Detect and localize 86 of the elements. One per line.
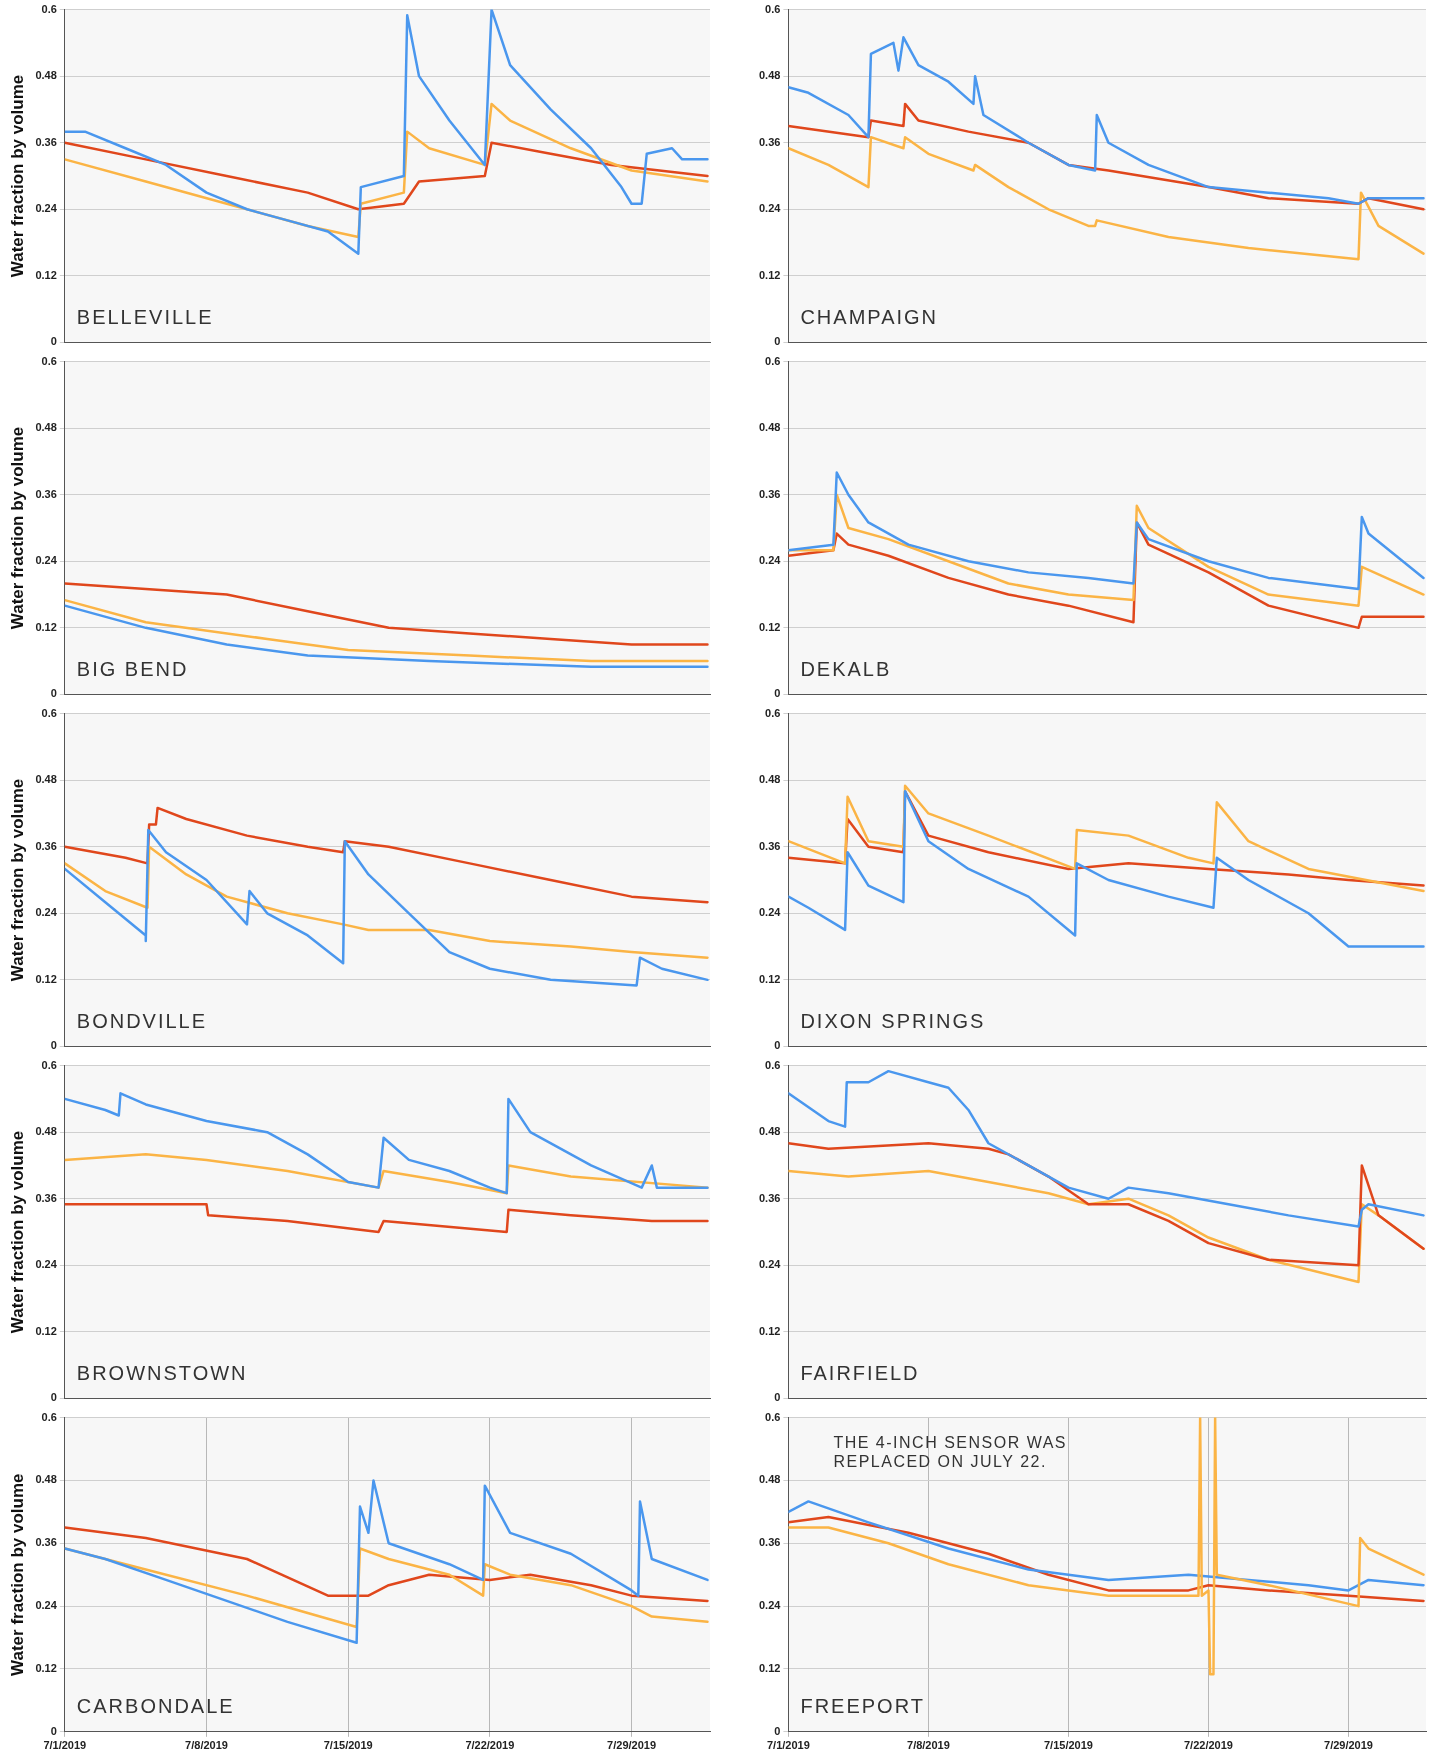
y-tick-label: 0.24 — [35, 202, 58, 215]
y-tick-label: 0.24 — [758, 554, 782, 567]
y-axis-title: Water fraction by volume — [7, 1130, 27, 1334]
y-tick-label: 0.12 — [35, 1661, 57, 1674]
y-tick-label: 0.36 — [35, 135, 57, 148]
y-tick-label: 0.24 — [35, 1599, 58, 1612]
y-tick-label: 0.24 — [35, 1258, 58, 1271]
y-tick-label: 0.24 — [35, 554, 58, 567]
y-tick-label: 0.36 — [758, 135, 781, 148]
y-tick-label: 0.48 — [35, 773, 57, 786]
text: CHAMPAIGN — [800, 305, 939, 328]
y-tick-label: 0 — [774, 335, 781, 348]
y-tick-label: 0 — [50, 1724, 57, 1737]
y-tick-label: 0 — [50, 1039, 57, 1052]
y-tick-label: 0.24 — [758, 1258, 782, 1271]
y-tick-label: 0.24 — [35, 906, 58, 919]
y-tick-label: 0.12 — [758, 1661, 781, 1674]
y-tick-label: 0.12 — [35, 1324, 57, 1337]
text: DIXON SPRINGS — [800, 1009, 986, 1032]
y-tick-label: 0.12 — [35, 268, 57, 281]
y-tick-label: 0.12 — [35, 972, 57, 985]
x-tick-label: 7/1/2019 — [43, 1739, 87, 1752]
y-tick-label: 0.36 — [758, 487, 781, 500]
y-tick-label: 0.12 — [758, 1324, 781, 1337]
y-axis-title: Water fraction by volume — [7, 778, 27, 982]
y-tick-label: 0.48 — [35, 1125, 57, 1138]
y-tick-label: 0.36 — [35, 839, 57, 852]
y-tick-label: 0 — [774, 1724, 781, 1737]
y-tick-label: 0.24 — [758, 906, 782, 919]
y-tick-label: 0.6 — [765, 2, 781, 15]
text: BELLEVILLE — [76, 305, 214, 328]
y-tick-label: 0.36 — [758, 1536, 781, 1549]
y-tick-label: 0.48 — [758, 421, 781, 434]
x-tick-label: 7/29/2019 — [607, 1739, 657, 1752]
y-tick-label: 0.6 — [765, 706, 781, 719]
y-axis-title: Water fraction by volume — [7, 426, 27, 630]
y-tick-label: 0.12 — [758, 972, 781, 985]
y-tick-label: 0.6 — [41, 354, 57, 367]
x-tick-label: 7/15/2019 — [323, 1739, 373, 1752]
y-tick-label: 0 — [50, 335, 57, 348]
text: BROWNSTOWN — [76, 1361, 248, 1384]
y-tick-label: 0 — [774, 1391, 781, 1404]
y-tick-label: 0.36 — [35, 1536, 57, 1549]
text: BIG BEND — [76, 657, 189, 680]
x-tick-label: 7/22/2019 — [465, 1739, 515, 1752]
y-tick-label: 0.48 — [35, 421, 57, 434]
y-tick-label: 0 — [774, 1039, 781, 1052]
text: DEKALB — [800, 657, 892, 680]
y-tick-label: 0.36 — [35, 1191, 57, 1204]
y-tick-label: 0.6 — [41, 1058, 57, 1071]
text: FAIRFIELD — [800, 1361, 920, 1384]
y-axis-title: Water fraction by volume — [7, 74, 27, 278]
y-tick-label: 0.48 — [35, 69, 57, 82]
annotation: THE 4-INCH SENSOR WAS REPLACED ON JULY 22. — [833, 1434, 1067, 1471]
y-tick-label: 0.12 — [758, 268, 781, 281]
y-tick-label: 0.48 — [758, 1473, 781, 1486]
y-tick-label: 0.36 — [758, 839, 781, 852]
y-tick-label: 0.6 — [765, 354, 781, 367]
y-tick-label: 0.6 — [41, 706, 57, 719]
y-axis-title: Water fraction by volume — [7, 1473, 27, 1676]
y-tick-label: 0.6 — [765, 1058, 781, 1071]
y-tick-label: 0.24 — [758, 202, 782, 215]
y-tick-label: 0.6 — [765, 1410, 781, 1423]
x-tick-label: 7/8/2019 — [185, 1739, 228, 1752]
y-tick-label: 0.48 — [758, 773, 781, 786]
y-tick-label: 0.36 — [758, 1191, 781, 1204]
y-tick-label: 0.6 — [41, 2, 57, 15]
y-tick-label: 0.12 — [35, 620, 57, 633]
y-tick-label: 0.24 — [758, 1599, 782, 1612]
y-tick-label: 0 — [774, 687, 781, 700]
x-tick-label: 7/15/2019 — [1043, 1739, 1093, 1752]
text: BONDVILLE — [76, 1009, 208, 1032]
text: CARBONDALE — [76, 1695, 235, 1718]
text: FREEPORT — [800, 1695, 925, 1718]
y-tick-label: 0.6 — [41, 1410, 57, 1423]
y-tick-label: 0.48 — [35, 1473, 57, 1486]
x-tick-label: 7/8/2019 — [907, 1739, 950, 1752]
y-tick-label: 0 — [50, 687, 57, 700]
y-tick-label: 0 — [50, 1391, 57, 1404]
y-tick-label: 0.12 — [758, 620, 781, 633]
y-tick-label: 0.48 — [758, 1125, 781, 1138]
x-tick-label: 7/22/2019 — [1184, 1739, 1233, 1752]
y-tick-label: 0.36 — [35, 487, 57, 500]
x-tick-label: 7/29/2019 — [1324, 1739, 1373, 1752]
y-tick-label: 0.48 — [758, 69, 781, 82]
x-tick-label: 7/1/2019 — [767, 1739, 810, 1752]
